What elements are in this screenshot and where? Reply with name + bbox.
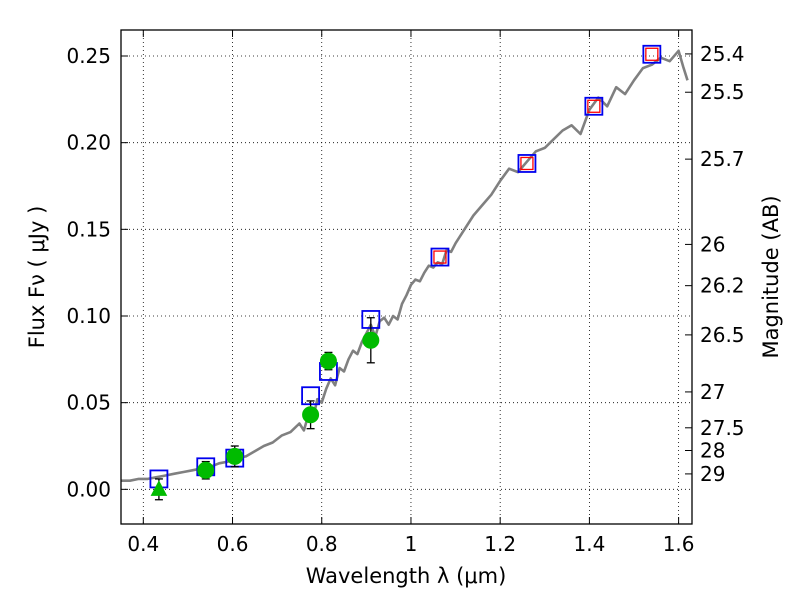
red-square-marker xyxy=(433,250,447,264)
green-data-point xyxy=(362,331,380,349)
x-tick-label: 1.2 xyxy=(484,532,516,556)
x-tick-label: 0.4 xyxy=(127,532,159,556)
green-data-point xyxy=(197,461,215,479)
magnitude-tick-label: 26 xyxy=(700,232,725,256)
y-tick-label: 0.00 xyxy=(66,477,111,501)
x-tick-label: 0.8 xyxy=(306,532,338,556)
y-tick-label: 0.10 xyxy=(66,304,111,328)
magnitude-tick-label: 27 xyxy=(700,380,725,404)
x-tick-label: 1.6 xyxy=(663,532,695,556)
blue-square-marker xyxy=(517,154,537,173)
y-tick-label: 0.15 xyxy=(66,217,111,241)
y-axis-label: Flux Fν ( μJy ) xyxy=(25,206,49,349)
magnitude-tick-label: 28 xyxy=(700,439,725,463)
blue-square-marker xyxy=(430,247,450,267)
y-tick-label: 0.05 xyxy=(66,391,111,415)
axis-ticks: 0.4 0.6 0.8 1 1.2 1.4 1.6 0.00 0.05 0.10 0.15 0.20 0… xyxy=(66,30,745,556)
red-square-marker xyxy=(520,156,534,171)
magnitude-tick-label: 25.4 xyxy=(700,42,745,66)
right-axis-label: Magnitude (AB) xyxy=(759,195,783,358)
magnitude-tick-label: 25.7 xyxy=(700,147,745,171)
y-tick-label: 0.20 xyxy=(66,131,111,155)
magnitude-tick-label: 27.5 xyxy=(700,416,745,440)
green-triangle-marker xyxy=(150,480,168,496)
marker-layer xyxy=(149,44,662,501)
green-data-point xyxy=(319,352,337,370)
x-tick-label: 1.4 xyxy=(573,532,605,556)
blue-square-marker xyxy=(642,44,662,64)
plot-frame xyxy=(120,29,693,525)
blue-square-marker xyxy=(584,96,604,116)
x-tick-label: 1 xyxy=(405,532,418,556)
magnitude-tick-label: 26.2 xyxy=(700,274,745,298)
y-tick-label: 0.25 xyxy=(66,44,111,68)
red-square-marker xyxy=(645,47,659,61)
magnitude-tick-label: 25.5 xyxy=(700,80,745,104)
red-square-marker xyxy=(587,99,601,113)
x-tick-label: 0.6 xyxy=(217,532,249,556)
x-axis-label: Wavelength λ (μm) xyxy=(306,564,507,588)
magnitude-tick-label: 29 xyxy=(700,462,725,486)
magnitude-tick-label: 26.5 xyxy=(700,323,745,347)
green-data-point xyxy=(226,447,244,465)
green-data-point xyxy=(302,406,320,424)
